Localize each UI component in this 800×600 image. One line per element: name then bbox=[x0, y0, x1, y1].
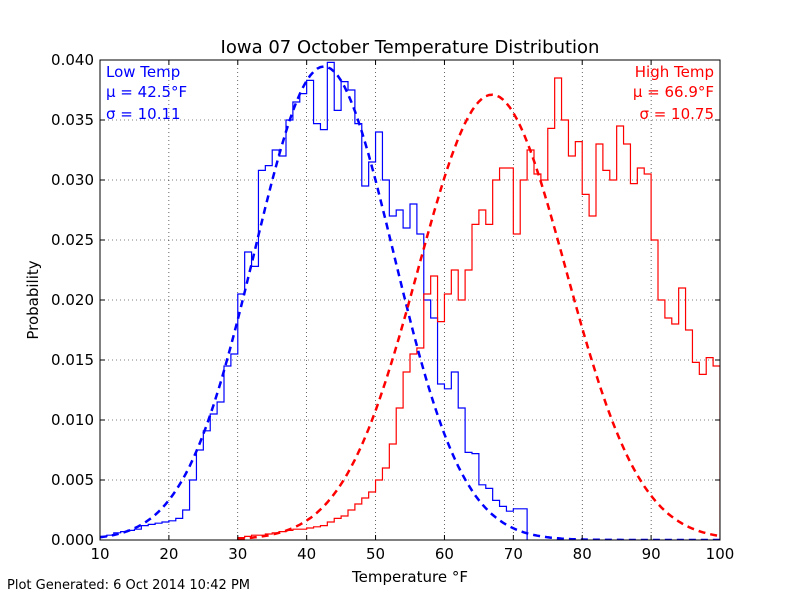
low-temp-histogram bbox=[100, 61, 528, 540]
y-tick-label: 0.010 bbox=[51, 411, 94, 429]
x-axis-label: Temperature °F bbox=[351, 568, 468, 586]
y-tick-label: 0.025 bbox=[51, 231, 94, 249]
low-temp-annotation-name: Low Temp bbox=[106, 63, 180, 81]
chart-title: Iowa 07 October Temperature Distribution bbox=[221, 37, 600, 58]
high-temp-annotation-sigma: σ = 10.75 bbox=[639, 105, 714, 123]
high-temp-histogram bbox=[237, 77, 720, 540]
y-axis-label: Probability bbox=[24, 260, 42, 339]
x-tick-label: 70 bbox=[504, 545, 523, 563]
low-temp-annotation-mu: μ = 42.5°F bbox=[106, 83, 187, 101]
high-temp-normal-fit bbox=[237, 93, 720, 540]
y-tick-label: 0.005 bbox=[51, 471, 94, 489]
y-tick-label: 0.000 bbox=[51, 531, 94, 549]
x-tick-label: 10 bbox=[90, 545, 109, 563]
x-tick-label: 100 bbox=[706, 545, 735, 563]
x-tick-label: 20 bbox=[159, 545, 178, 563]
x-tick-label: 60 bbox=[435, 545, 454, 563]
low-temp-normal-fit bbox=[100, 65, 720, 540]
y-tick-label: 0.030 bbox=[51, 171, 94, 189]
x-tick-label: 50 bbox=[366, 545, 385, 563]
y-tick-label: 0.035 bbox=[51, 111, 94, 129]
y-tick-label: 0.020 bbox=[51, 291, 94, 309]
x-tick-label: 40 bbox=[297, 545, 316, 563]
y-tick-label: 0.040 bbox=[51, 51, 94, 69]
y-tick-label: 0.015 bbox=[51, 351, 94, 369]
x-tick-label: 80 bbox=[573, 545, 592, 563]
high-temp-annotation-name: High Temp bbox=[635, 63, 714, 81]
high-temp-annotation-mu: μ = 66.9°F bbox=[633, 83, 714, 101]
x-tick-label: 90 bbox=[642, 545, 661, 563]
low-temp-annotation-sigma: σ = 10.11 bbox=[106, 105, 181, 123]
plot-generated-timestamp: Plot Generated: 6 Oct 2014 10:42 PM bbox=[7, 578, 250, 593]
x-tick-label: 30 bbox=[228, 545, 247, 563]
